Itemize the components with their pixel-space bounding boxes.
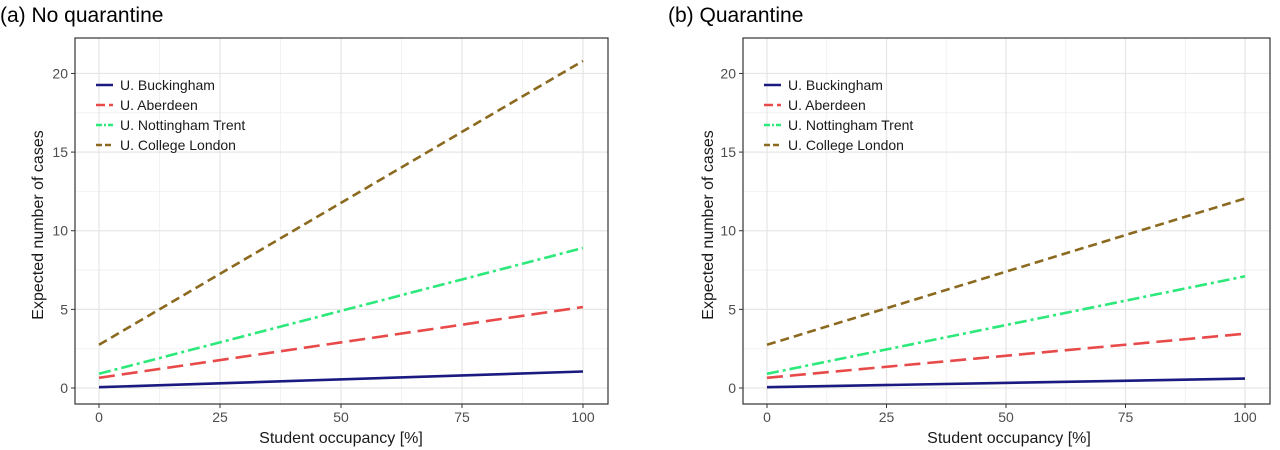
y-tick-label: 15: [52, 144, 68, 160]
y-tick-label: 20: [52, 65, 68, 81]
legend-label: U. Aberdeen: [788, 97, 866, 113]
x-axis-title: Student occupancy [%]: [259, 430, 423, 447]
x-tick-label: 100: [1233, 409, 1257, 425]
legend-label: U. Buckingham: [120, 77, 215, 93]
panel-title: (b) Quarantine: [668, 4, 803, 27]
plot-border: [74, 37, 609, 405]
series-line-u-aberdeen: [98, 305, 584, 380]
y-tick-label: 20: [720, 65, 736, 81]
series-line-u-college-london: [98, 59, 584, 346]
legend-label: U. Aberdeen: [120, 97, 198, 113]
y-axis-title: Expected number of cases: [700, 130, 717, 319]
legend-label: U. Nottingham Trent: [788, 117, 913, 133]
x-tick-label: 0: [763, 409, 771, 425]
y-tick-label: 5: [60, 301, 68, 317]
series-line-u-aberdeen: [766, 332, 1246, 380]
x-tick-label: 25: [212, 409, 228, 425]
series-line-u-nottingham-trent: [98, 246, 584, 376]
x-tick-label: 0: [95, 409, 103, 425]
x-tick-label: 75: [454, 409, 470, 425]
panel-title: (a) No quarantine: [0, 4, 163, 27]
plot-area: 0 25 50 75 100 0 5 10 15 20 U. Buckingham U. Aberde…: [720, 37, 1271, 425]
legend-label: U. College London: [788, 137, 904, 153]
chart-panel-no-quarantine: (a) No quarantine Student occupancy [%] …: [0, 4, 609, 447]
legend-label: U. Buckingham: [788, 77, 883, 93]
series-line-u-buckingham: [766, 377, 1246, 389]
y-tick-label: 15: [720, 144, 736, 160]
legend: U. Buckingham U. Aberdeen U. Nottingham Tr…: [96, 77, 245, 153]
x-tick-label: 50: [333, 409, 349, 425]
plot-area: 0 25 50 75 100 0 5 10 15 20 U. Buckingham U. Aberde…: [52, 37, 609, 425]
x-tick-label: 100: [571, 409, 595, 425]
y-tick-label: 0: [728, 380, 736, 396]
chart-panel-quarantine: (b) Quarantine Student occupancy [%] Exp…: [668, 4, 1271, 447]
x-tick-label: 25: [879, 409, 895, 425]
y-tick-label: 10: [720, 223, 736, 239]
legend-label: U. Nottingham Trent: [120, 117, 245, 133]
y-tick-label: 0: [60, 380, 68, 396]
plot-border: [742, 37, 1271, 405]
legend: U. Buckingham U. Aberdeen U. Nottingham Tr…: [764, 77, 913, 153]
x-tick-label: 50: [998, 409, 1014, 425]
y-tick-label: 10: [52, 223, 68, 239]
legend-label: U. College London: [120, 137, 236, 153]
y-tick-label: 5: [728, 301, 736, 317]
series-line-u-buckingham: [98, 370, 584, 389]
x-axis-title: Student occupancy [%]: [927, 430, 1091, 447]
x-tick-label: 75: [1118, 409, 1134, 425]
y-axis-title: Expected number of cases: [30, 130, 47, 319]
